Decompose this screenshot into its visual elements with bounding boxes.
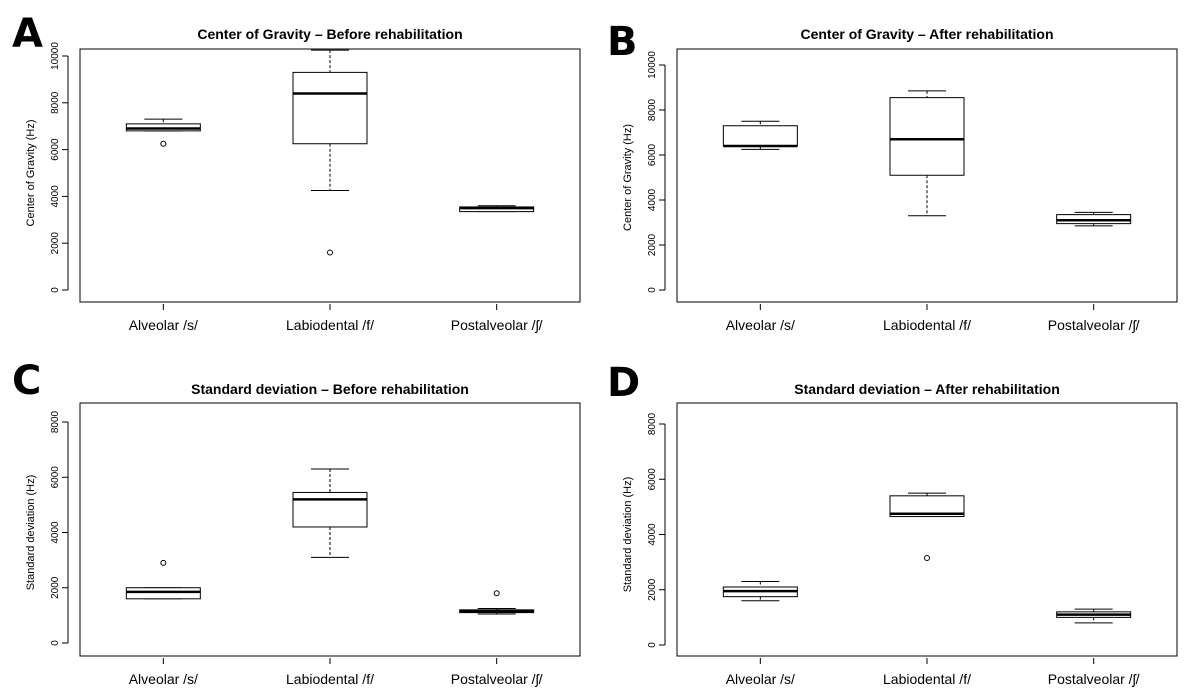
iqr-box <box>125 587 201 600</box>
box-1 <box>125 118 201 147</box>
chart-title: Standard deviation – Before rehabilitati… <box>191 381 469 397</box>
y-tick-label: 4000 <box>647 188 658 211</box>
panel-letter: B <box>607 19 638 65</box>
y-tick-label: 8000 <box>647 412 658 435</box>
x-tick-label: Alveolar /s/ <box>726 317 795 333</box>
outlier-point <box>327 249 333 256</box>
box-1 <box>722 120 798 150</box>
x-tick-label: Labiodental /f/ <box>883 317 971 333</box>
box-3 <box>1056 211 1132 227</box>
plot-frame <box>79 48 581 303</box>
plot-frame <box>676 402 1178 657</box>
box-3 <box>1056 608 1132 624</box>
outlier-point <box>493 590 500 597</box>
panel-b: B Center of Gravity – After rehabilitati… <box>597 0 1187 340</box>
y-tick-label: 8000 <box>50 91 61 114</box>
chart-plot: 0 2000 4000 6000 8000 10000 Center of Gravity … <box>622 48 1178 333</box>
box-3 <box>459 205 535 213</box>
y-tick-label: 2000 <box>647 578 658 601</box>
x-tick-label: Alveolar /s/ <box>129 317 198 333</box>
y-tick-label: 10000 <box>50 42 61 70</box>
iqr-box <box>722 125 798 147</box>
x-tick-label: Alveolar /s/ <box>726 671 795 687</box>
y-tick-label: 6000 <box>50 138 61 161</box>
y-tick-label: 10000 <box>647 51 658 79</box>
y-tick-label: 0 <box>647 287 658 293</box>
chart-title: Center of Gravity – After rehabilitation <box>800 26 1054 42</box>
x-tick-label: Labiodental /f/ <box>286 671 374 687</box>
x-tick-label: Postalveolar /ʃ/ <box>1048 317 1140 333</box>
box-2 <box>292 468 368 558</box>
y-tick-label: 0 <box>50 287 61 293</box>
plot-frame <box>79 402 581 657</box>
iqr-box <box>889 97 965 176</box>
panel-d: D Standard deviation – After rehabilitat… <box>597 345 1187 687</box>
x-tick-label: Postalveolar /ʃ/ <box>451 317 543 333</box>
chart-plot: 0 2000 4000 6000 8000 Standard deviation (Hz)… <box>622 402 1178 687</box>
outlier-point <box>160 140 167 147</box>
panel-letter: D <box>607 360 641 406</box>
panel-a: A Center of Gravity – Before rehabilitat… <box>0 0 590 340</box>
x-tick-label: Alveolar /s/ <box>129 671 198 687</box>
chart-title: Center of Gravity – Before rehabilitatio… <box>197 26 463 42</box>
outlier-point <box>924 554 930 561</box>
panel-letter: A <box>12 11 43 57</box>
y-tick-label: 2000 <box>50 576 61 599</box>
box-1 <box>722 580 798 602</box>
y-axis-label: Center of Gravity (Hz) <box>622 124 634 231</box>
x-tick-label: Postalveolar /ʃ/ <box>1048 671 1140 687</box>
y-tick-label: 4000 <box>50 185 61 208</box>
iqr-box <box>292 491 368 528</box>
y-tick-label: 0 <box>50 640 61 646</box>
chart-plot: 0 2000 4000 6000 8000 Standard deviation (Hz)… <box>25 402 581 687</box>
y-tick-label: 8000 <box>50 410 61 433</box>
y-tick-label: 4000 <box>50 521 61 544</box>
y-tick-label: 4000 <box>647 523 658 546</box>
y-tick-label: 6000 <box>50 466 61 489</box>
iqr-box <box>292 71 368 145</box>
box-2 <box>889 90 965 217</box>
box-3 <box>459 590 535 615</box>
y-tick-label: 6000 <box>647 143 658 166</box>
y-tick-label: 2000 <box>647 233 658 256</box>
box-2 <box>889 492 965 561</box>
y-tick-label: 2000 <box>50 232 61 255</box>
y-tick-label: 6000 <box>647 468 658 491</box>
x-tick-label: Postalveolar /ʃ/ <box>451 671 543 687</box>
y-axis-label: Standard deviation (Hz) <box>622 477 634 593</box>
y-tick-label: 0 <box>647 642 658 648</box>
chart-title: Standard deviation – After rehabilitatio… <box>794 381 1060 397</box>
y-axis-label: Center of Gravity (Hz) <box>25 120 37 227</box>
chart-plot: 0 2000 4000 6000 8000 10000 Center of Gravity … <box>25 42 581 333</box>
panel-letter: C <box>12 358 42 404</box>
x-tick-label: Labiodental /f/ <box>883 671 971 687</box>
box-1 <box>125 559 201 600</box>
iqr-box <box>889 495 965 518</box>
panel-c: C Standard deviation – Before rehabilita… <box>0 345 590 687</box>
y-axis-label: Standard deviation (Hz) <box>25 475 37 591</box>
box-2 <box>292 49 368 256</box>
y-tick-label: 8000 <box>647 98 658 121</box>
outlier-point <box>160 559 167 566</box>
plot-frame <box>676 48 1178 303</box>
x-tick-label: Labiodental /f/ <box>286 317 374 333</box>
